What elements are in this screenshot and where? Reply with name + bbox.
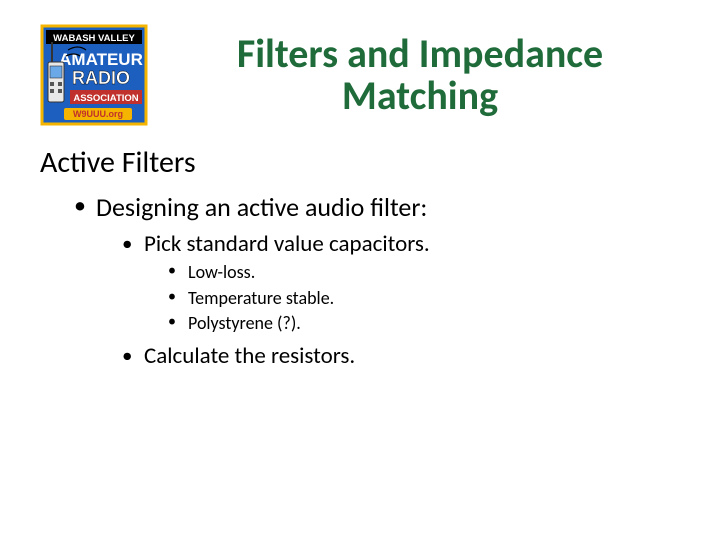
- bullet-list-l2: Pick standard value capacitors. Low-loss…: [96, 230, 680, 372]
- bullet-l3-item: Polystyrene (?).: [144, 312, 680, 335]
- header-row: WABASH VALLEY AMATEUR RADIO ASSOCIATION …: [40, 24, 680, 126]
- bullet-l2-item: Calculate the resistors.: [96, 342, 680, 372]
- bullet-l2-text: Pick standard value capacitors.: [144, 230, 430, 258]
- slide: WABASH VALLEY AMATEUR RADIO ASSOCIATION …: [0, 0, 720, 371]
- bullet-l3-text: Low-loss.: [188, 261, 255, 283]
- bullet-l2-item: Pick standard value capacitors. Low-loss…: [96, 230, 680, 336]
- bullet-l2-text: Calculate the resistors.: [144, 342, 355, 370]
- logo-line3: RADIO: [72, 68, 130, 88]
- bullet-l3-text: Polystyrene (?).: [188, 312, 301, 334]
- logo-line2: AMATEUR: [59, 50, 143, 69]
- bullet-l3-item: Low-loss.: [144, 261, 680, 284]
- bullet-l3-text: Temperature stable.: [188, 287, 334, 309]
- logo-line4: ASSOCIATION: [73, 93, 138, 104]
- logo-line1: WABASH VALLEY: [53, 33, 135, 44]
- bullet-l1-item: Designing an active audio filter: Pick s…: [40, 191, 680, 371]
- bullet-list-l3: Low-loss. Temperature stable. Polystyren…: [144, 261, 680, 335]
- bullet-l3-item: Temperature stable.: [144, 287, 680, 310]
- club-logo: WABASH VALLEY AMATEUR RADIO ASSOCIATION …: [40, 24, 148, 126]
- slide-title: Filters and Impedance Matching: [160, 33, 680, 117]
- logo-callsign: W9UUU.org: [73, 109, 123, 119]
- bullet-list-l1: Designing an active audio filter: Pick s…: [40, 191, 680, 371]
- bullet-l1-text: Designing an active audio filter:: [96, 191, 427, 223]
- slide-subtitle: Active Filters: [40, 144, 680, 181]
